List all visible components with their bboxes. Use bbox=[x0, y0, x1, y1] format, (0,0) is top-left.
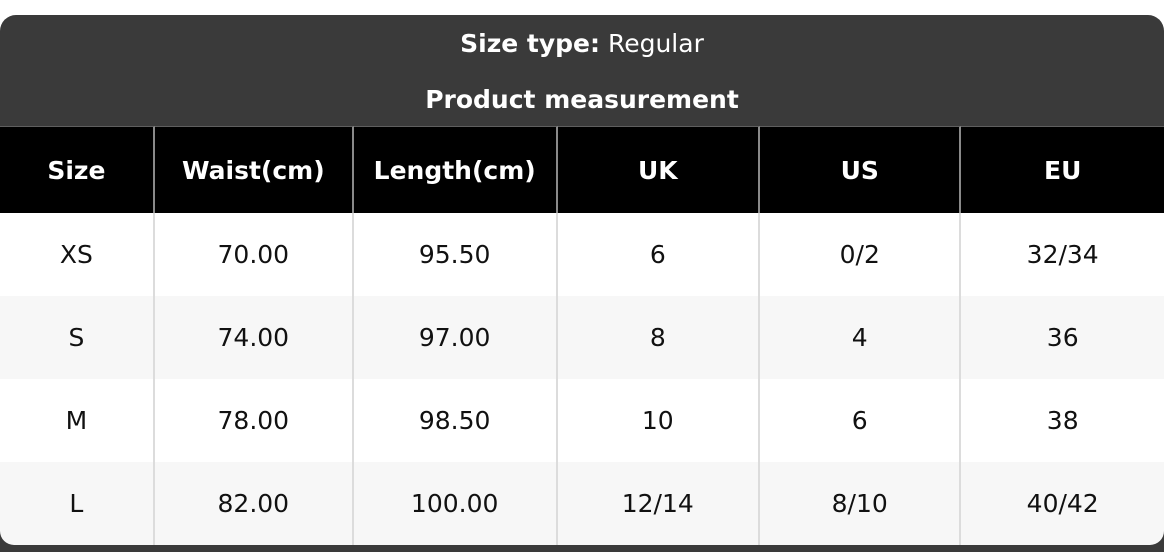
column-header-waist: Waist(cm) bbox=[154, 126, 354, 213]
cell-uk: 10 bbox=[557, 379, 761, 462]
cell-waist: 82.00 bbox=[154, 462, 354, 545]
size-type-value: Regular bbox=[607, 29, 704, 58]
cell-waist: 78.00 bbox=[154, 379, 354, 462]
column-header-length: Length(cm) bbox=[353, 126, 558, 213]
table-row-m: M 78.00 98.50 10 6 38 bbox=[0, 379, 1164, 462]
table-row-xs: XS 70.00 95.50 6 0/2 32/34 bbox=[0, 213, 1164, 296]
size-type-line: Size type: Regular bbox=[0, 30, 1164, 58]
cell-us: 0/2 bbox=[760, 213, 962, 296]
cell-eu: 40/42 bbox=[961, 462, 1164, 545]
table-row-l: L 82.00 100.00 12/14 8/10 40/42 bbox=[0, 462, 1164, 545]
cell-eu: 32/34 bbox=[961, 213, 1164, 296]
cell-size: S bbox=[0, 296, 155, 379]
cell-eu: 36 bbox=[961, 296, 1164, 379]
cell-us: 6 bbox=[760, 379, 962, 462]
cell-size: L bbox=[0, 462, 155, 545]
cell-waist: 70.00 bbox=[154, 213, 354, 296]
table-header-row: Size Waist(cm) Length(cm) UK US EU bbox=[0, 126, 1164, 213]
size-chart-card: Size type: Regular Product measurement S… bbox=[0, 15, 1164, 552]
column-header-us: US bbox=[760, 126, 962, 213]
cell-length: 95.50 bbox=[353, 213, 558, 296]
cell-uk: 8 bbox=[557, 296, 761, 379]
column-header-uk: UK bbox=[557, 126, 761, 213]
cell-length: 100.00 bbox=[353, 462, 558, 545]
cell-us: 8/10 bbox=[760, 462, 962, 545]
cell-length: 98.50 bbox=[353, 379, 558, 462]
cell-us: 4 bbox=[760, 296, 962, 379]
column-header-size: Size bbox=[0, 126, 155, 213]
cell-length: 97.00 bbox=[353, 296, 558, 379]
column-header-eu: EU bbox=[961, 126, 1164, 213]
table-row-s: S 74.00 97.00 8 4 36 bbox=[0, 296, 1164, 379]
size-chart-header: Size type: Regular Product measurement bbox=[0, 15, 1164, 126]
cell-size: M bbox=[0, 379, 155, 462]
cell-waist: 74.00 bbox=[154, 296, 354, 379]
size-type-label: Size type: bbox=[460, 29, 601, 58]
cell-eu: 38 bbox=[961, 379, 1164, 462]
product-measurement-title: Product measurement bbox=[425, 85, 739, 114]
cell-uk: 12/14 bbox=[557, 462, 761, 545]
size-chart-table: Size Waist(cm) Length(cm) UK US EU XS 70… bbox=[0, 126, 1164, 545]
cell-size: XS bbox=[0, 213, 155, 296]
cell-uk: 6 bbox=[557, 213, 761, 296]
